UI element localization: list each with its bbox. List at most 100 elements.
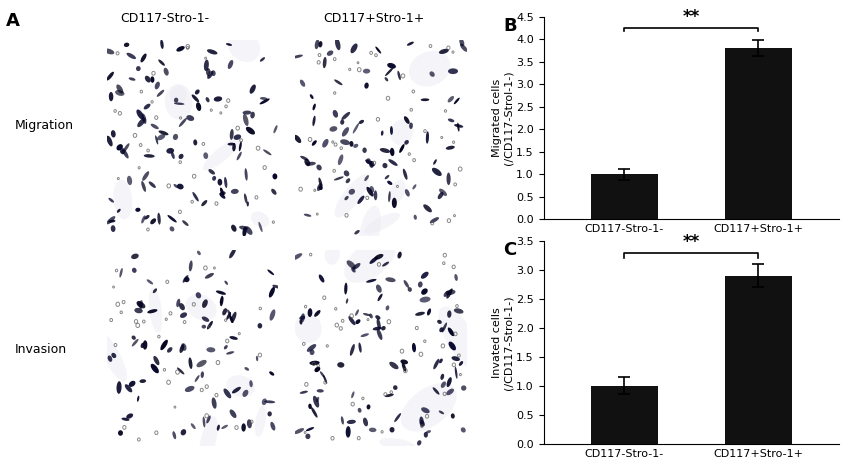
Ellipse shape (433, 359, 439, 369)
Ellipse shape (163, 67, 169, 76)
Ellipse shape (136, 66, 140, 71)
Ellipse shape (405, 189, 410, 196)
Ellipse shape (158, 130, 169, 135)
Ellipse shape (192, 94, 199, 102)
Ellipse shape (439, 411, 444, 414)
Ellipse shape (272, 285, 280, 288)
Ellipse shape (375, 47, 381, 54)
Ellipse shape (317, 183, 322, 191)
Ellipse shape (224, 345, 228, 349)
Ellipse shape (389, 159, 398, 166)
Ellipse shape (412, 343, 416, 352)
Ellipse shape (106, 216, 116, 224)
Ellipse shape (309, 361, 319, 365)
Ellipse shape (182, 220, 188, 226)
Ellipse shape (354, 230, 360, 235)
Ellipse shape (384, 175, 389, 179)
Ellipse shape (348, 316, 355, 325)
Ellipse shape (116, 144, 123, 151)
Ellipse shape (231, 189, 239, 194)
Ellipse shape (166, 148, 174, 154)
Ellipse shape (179, 154, 183, 159)
Ellipse shape (354, 144, 359, 148)
Ellipse shape (147, 309, 158, 313)
Ellipse shape (199, 416, 217, 467)
Ellipse shape (397, 71, 401, 80)
Ellipse shape (347, 261, 356, 269)
Ellipse shape (109, 198, 114, 202)
Ellipse shape (155, 135, 158, 144)
Ellipse shape (132, 268, 137, 273)
Ellipse shape (404, 140, 409, 145)
Ellipse shape (409, 51, 451, 86)
Ellipse shape (419, 296, 431, 303)
Ellipse shape (140, 379, 146, 383)
Ellipse shape (181, 429, 187, 435)
Ellipse shape (359, 206, 381, 256)
Ellipse shape (366, 158, 371, 164)
Ellipse shape (419, 416, 424, 427)
Ellipse shape (430, 217, 439, 223)
Ellipse shape (369, 428, 377, 432)
Ellipse shape (111, 130, 116, 137)
Ellipse shape (207, 49, 217, 54)
Ellipse shape (267, 270, 274, 275)
Ellipse shape (228, 143, 235, 145)
Ellipse shape (446, 290, 455, 295)
Ellipse shape (404, 116, 410, 124)
Ellipse shape (157, 134, 165, 140)
Ellipse shape (204, 152, 208, 159)
Ellipse shape (229, 410, 236, 418)
Ellipse shape (294, 135, 301, 143)
Ellipse shape (306, 427, 314, 431)
Ellipse shape (111, 353, 116, 358)
Ellipse shape (196, 292, 201, 298)
Ellipse shape (179, 303, 185, 310)
Ellipse shape (346, 426, 351, 438)
Ellipse shape (137, 118, 146, 127)
Ellipse shape (224, 281, 228, 285)
Ellipse shape (246, 127, 255, 135)
Ellipse shape (358, 408, 361, 413)
Ellipse shape (211, 70, 216, 76)
Ellipse shape (234, 135, 241, 140)
Ellipse shape (150, 219, 156, 224)
Ellipse shape (152, 288, 158, 293)
Ellipse shape (374, 254, 383, 260)
Ellipse shape (365, 175, 369, 181)
Ellipse shape (439, 49, 449, 54)
Ellipse shape (201, 200, 207, 206)
Ellipse shape (122, 143, 129, 153)
Ellipse shape (226, 351, 235, 354)
Ellipse shape (206, 415, 211, 423)
Ellipse shape (355, 319, 360, 324)
Ellipse shape (140, 300, 143, 309)
Ellipse shape (318, 177, 323, 188)
Ellipse shape (160, 340, 168, 350)
Ellipse shape (145, 76, 151, 83)
Ellipse shape (451, 356, 460, 361)
Ellipse shape (212, 176, 216, 181)
Ellipse shape (169, 227, 175, 231)
Ellipse shape (127, 53, 136, 59)
Ellipse shape (241, 423, 246, 431)
Ellipse shape (313, 396, 319, 408)
Ellipse shape (255, 406, 266, 437)
Ellipse shape (438, 306, 484, 371)
Ellipse shape (366, 187, 373, 196)
Ellipse shape (363, 69, 371, 74)
Ellipse shape (185, 386, 194, 392)
Ellipse shape (174, 184, 178, 188)
Ellipse shape (245, 226, 253, 235)
Ellipse shape (132, 336, 136, 340)
Ellipse shape (407, 287, 412, 292)
Ellipse shape (362, 147, 366, 153)
Ellipse shape (203, 138, 241, 170)
Ellipse shape (197, 360, 206, 367)
Ellipse shape (106, 136, 113, 146)
Ellipse shape (177, 367, 184, 374)
Ellipse shape (359, 343, 361, 353)
Ellipse shape (413, 215, 417, 220)
Ellipse shape (403, 169, 407, 180)
Ellipse shape (187, 115, 194, 121)
